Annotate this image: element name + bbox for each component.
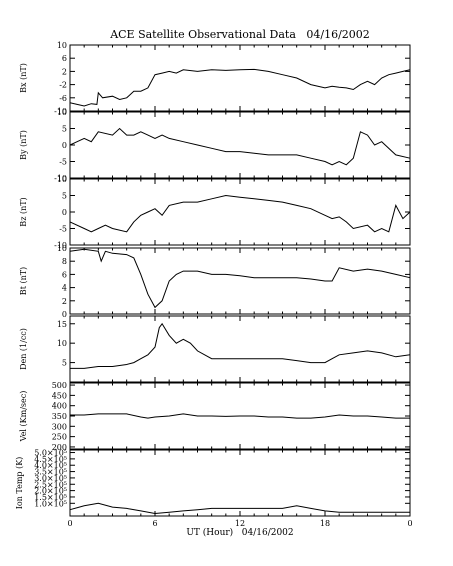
x-tick-label: 6	[152, 519, 157, 528]
panel-frame	[69, 44, 411, 112]
y-tick-label: -5	[59, 225, 67, 234]
series-line	[69, 68, 411, 107]
y-tick-label: 2.5×10⁵	[34, 480, 67, 489]
y-tick-label: 0	[62, 141, 67, 150]
y-tick-label: 3.0×10⁵	[34, 474, 67, 483]
y-tick-label: 10	[57, 339, 67, 348]
chart-title: ACE Satellite Observational Data 04/16/2…	[110, 28, 370, 41]
y-tick-label: -6	[59, 94, 67, 103]
series-line	[69, 194, 411, 233]
y-tick-label: 5	[62, 192, 67, 201]
x-tick-label: 18	[320, 519, 330, 528]
panel-frame	[69, 247, 411, 315]
y-tick-label: 4	[62, 284, 67, 293]
y-tick-label: 10	[57, 108, 67, 117]
y-tick-label: -5	[59, 158, 67, 167]
series-line	[69, 248, 411, 309]
y-tick-label: 0	[62, 208, 67, 217]
y-tick-label: 250	[52, 433, 67, 442]
y-tick-label: -10	[54, 107, 67, 116]
y-tick-label: 10	[57, 175, 67, 184]
y-tick-label: 350	[52, 412, 67, 421]
y-tick-label: 400	[52, 402, 67, 411]
y-tick-label: 2	[62, 67, 67, 76]
y-tick-label: 6	[62, 270, 67, 279]
panel-frame	[69, 111, 411, 179]
y-tick-label: 1.0×10⁵	[34, 499, 67, 508]
y-axis-label: Den (1/cc)	[19, 328, 28, 370]
y-tick-label: 6	[62, 54, 67, 63]
y-tick-label: -2	[59, 81, 67, 90]
y-tick-label: -10	[54, 174, 67, 183]
x-tick-label: 0	[407, 519, 412, 528]
series-line	[70, 322, 411, 369]
y-tick-label: 10	[57, 244, 67, 253]
x-axis-label: UT (Hour) 04/16/2002	[186, 528, 294, 538]
panel-frame	[69, 315, 411, 383]
y-axis-label: Ion Temp (K)	[15, 457, 24, 510]
y-tick-label: 5	[62, 125, 67, 134]
x-tick-label: 12	[235, 519, 245, 528]
y-axis-label: Bt (nT)	[19, 267, 28, 295]
y-tick-label: 8	[62, 257, 67, 266]
y-tick-label: 2	[62, 297, 67, 306]
series-line	[69, 127, 411, 166]
panel-frame	[69, 449, 411, 517]
y-tick-label: 15	[57, 320, 67, 329]
y-tick-label: 450	[52, 391, 67, 400]
y-tick-label: 3.5×10⁵	[34, 468, 67, 477]
y-tick-label: 300	[52, 422, 67, 431]
y-tick-label: -10	[54, 241, 67, 250]
series-line	[69, 502, 410, 515]
y-axis-label: By (nT)	[19, 130, 28, 160]
series-line	[70, 413, 410, 419]
y-tick-label: 0	[62, 310, 67, 319]
y-tick-label: 2.0×10⁵	[34, 487, 67, 496]
y-tick-label: 4.5×10⁵	[34, 455, 67, 464]
x-tick-label: 0	[67, 519, 72, 528]
y-tick-label: 5.0×10⁵	[34, 449, 67, 458]
y-axis-label: Bz (nT)	[19, 197, 28, 226]
y-tick-label: 5	[62, 359, 67, 368]
y-axis-label: Vel (Km/sec)	[19, 391, 28, 443]
y-tick-label: 1.5×10⁵	[34, 493, 67, 502]
y-axis-label: Bx (nT)	[19, 63, 28, 93]
y-tick-label: 200	[52, 443, 67, 452]
y-tick-label: 500	[52, 381, 67, 390]
y-tick-label: 10	[57, 41, 67, 50]
panel-frame	[69, 178, 411, 246]
y-tick-label: 4.0×10⁵	[34, 461, 67, 470]
